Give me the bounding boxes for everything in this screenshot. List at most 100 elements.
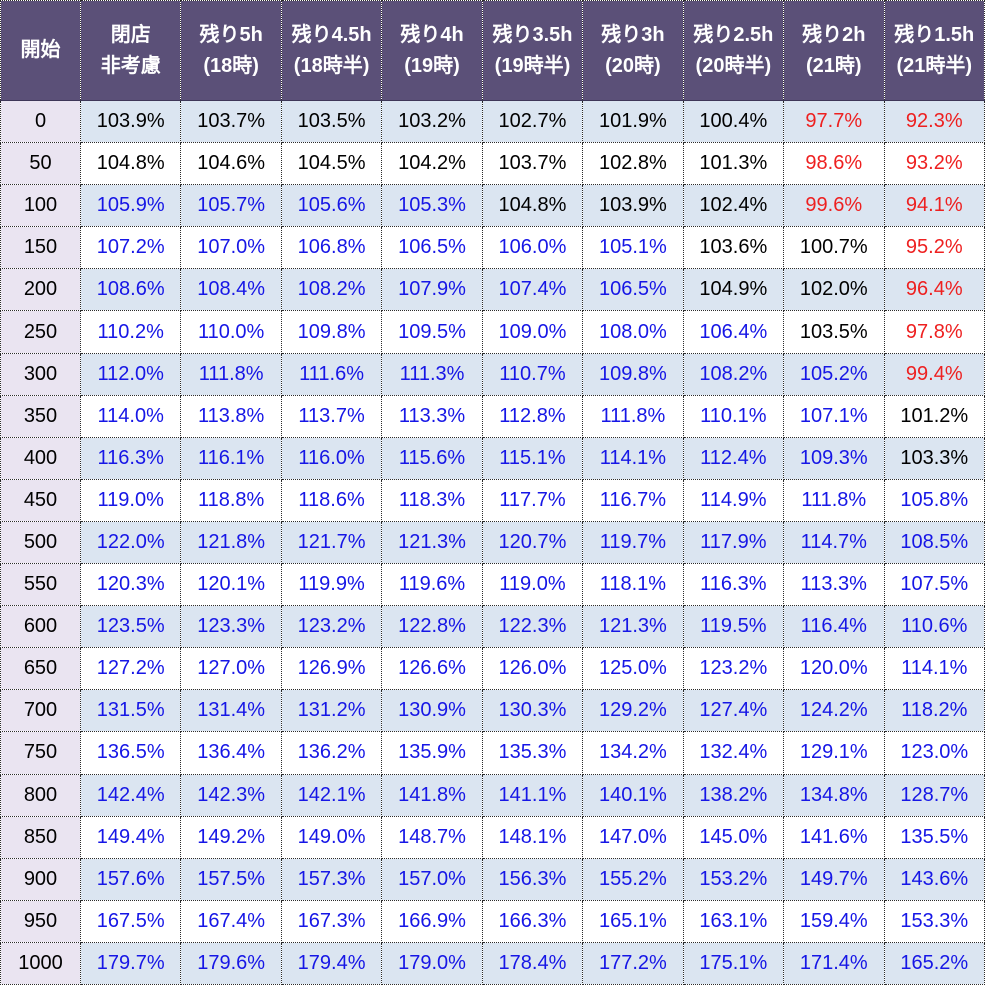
value-cell[interactable]: 123.3%	[180, 605, 282, 649]
value-cell[interactable]: 108.6%	[79, 268, 182, 312]
value-cell[interactable]: 108.2%	[280, 268, 383, 312]
value-cell[interactable]: 120.1%	[180, 563, 282, 607]
value-cell[interactable]: 102.7%	[481, 99, 584, 144]
start-cell[interactable]: 450	[0, 478, 81, 522]
value-cell[interactable]: 127.4%	[682, 689, 785, 733]
value-cell[interactable]: 106.8%	[280, 226, 383, 270]
value-cell[interactable]: 116.1%	[180, 436, 282, 480]
value-cell[interactable]: 135.5%	[883, 815, 985, 859]
value-cell[interactable]: 140.1%	[582, 773, 684, 817]
value-cell[interactable]: 127.0%	[180, 647, 282, 691]
value-cell[interactable]: 106.5%	[582, 268, 684, 312]
header-cell-0[interactable]: 閉店 非考慮	[79, 0, 182, 101]
value-cell[interactable]: 111.6%	[280, 352, 383, 396]
value-cell[interactable]: 111.3%	[381, 352, 483, 396]
start-cell[interactable]: 50	[0, 142, 81, 186]
value-cell[interactable]: 149.4%	[79, 815, 182, 859]
value-cell[interactable]: 119.7%	[582, 520, 684, 565]
value-cell[interactable]: 134.8%	[783, 773, 885, 817]
value-cell[interactable]: 102.4%	[682, 184, 785, 228]
value-cell[interactable]: 165.2%	[883, 941, 985, 985]
value-cell[interactable]: 116.7%	[582, 478, 684, 522]
value-cell[interactable]: 104.8%	[481, 184, 584, 228]
value-cell[interactable]: 114.0%	[79, 394, 182, 438]
value-cell[interactable]: 100.4%	[682, 99, 785, 144]
value-cell[interactable]: 103.5%	[783, 310, 885, 354]
value-cell[interactable]: 124.2%	[783, 689, 885, 733]
value-cell[interactable]: 153.3%	[883, 899, 985, 943]
value-cell[interactable]: 109.5%	[381, 310, 483, 354]
header-cell-1[interactable]: 残り5h (18時)	[180, 0, 282, 101]
value-cell[interactable]: 123.2%	[280, 605, 383, 649]
value-cell[interactable]: 166.9%	[381, 899, 483, 943]
value-cell[interactable]: 128.7%	[883, 773, 985, 817]
header-cell-4[interactable]: 残り3.5h (19時半)	[481, 0, 584, 101]
value-cell[interactable]: 97.8%	[883, 310, 985, 354]
value-cell[interactable]: 106.5%	[381, 226, 483, 270]
value-cell[interactable]: 145.0%	[682, 815, 785, 859]
start-cell[interactable]: 800	[0, 773, 81, 817]
value-cell[interactable]: 120.7%	[481, 520, 584, 565]
value-cell[interactable]: 102.8%	[582, 142, 684, 186]
value-cell[interactable]: 131.4%	[180, 689, 282, 733]
value-cell[interactable]: 126.0%	[481, 647, 584, 691]
value-cell[interactable]: 149.0%	[280, 815, 383, 859]
value-cell[interactable]: 107.9%	[381, 268, 483, 312]
value-cell[interactable]: 121.3%	[582, 605, 684, 649]
value-cell[interactable]: 167.5%	[79, 899, 182, 943]
start-cell[interactable]: 0	[0, 99, 81, 144]
value-cell[interactable]: 119.0%	[79, 478, 182, 522]
value-cell[interactable]: 123.0%	[883, 731, 985, 775]
value-cell[interactable]: 105.2%	[783, 352, 885, 396]
value-cell[interactable]: 114.1%	[883, 647, 985, 691]
start-cell[interactable]: 500	[0, 520, 81, 565]
value-cell[interactable]: 119.0%	[481, 563, 584, 607]
value-cell[interactable]: 107.0%	[180, 226, 282, 270]
value-cell[interactable]: 179.0%	[381, 941, 483, 985]
value-cell[interactable]: 142.3%	[180, 773, 282, 817]
value-cell[interactable]: 167.3%	[280, 899, 383, 943]
value-cell[interactable]: 110.0%	[180, 310, 282, 354]
start-cell[interactable]: 650	[0, 647, 81, 691]
value-cell[interactable]: 110.7%	[481, 352, 584, 396]
value-cell[interactable]: 142.1%	[280, 773, 383, 817]
start-cell[interactable]: 250	[0, 310, 81, 354]
value-cell[interactable]: 163.1%	[682, 899, 785, 943]
value-cell[interactable]: 108.0%	[582, 310, 684, 354]
start-cell[interactable]: 1000	[0, 941, 81, 985]
start-cell[interactable]: 850	[0, 815, 81, 859]
value-cell[interactable]: 130.9%	[381, 689, 483, 733]
value-cell[interactable]: 96.4%	[883, 268, 985, 312]
value-cell[interactable]: 114.1%	[582, 436, 684, 480]
value-cell[interactable]: 157.3%	[280, 857, 383, 901]
value-cell[interactable]: 118.1%	[582, 563, 684, 607]
value-cell[interactable]: 123.2%	[682, 647, 785, 691]
value-cell[interactable]: 104.9%	[682, 268, 785, 312]
value-cell[interactable]: 112.4%	[682, 436, 785, 480]
value-cell[interactable]: 148.7%	[381, 815, 483, 859]
value-cell[interactable]: 153.2%	[682, 857, 785, 901]
value-cell[interactable]: 114.7%	[783, 520, 885, 565]
value-cell[interactable]: 148.1%	[481, 815, 584, 859]
value-cell[interactable]: 99.6%	[783, 184, 885, 228]
value-cell[interactable]: 113.3%	[783, 563, 885, 607]
header-cell-6[interactable]: 残り2.5h (20時半)	[682, 0, 785, 101]
value-cell[interactable]: 129.2%	[582, 689, 684, 733]
value-cell[interactable]: 156.3%	[481, 857, 584, 901]
value-cell[interactable]: 106.0%	[481, 226, 584, 270]
value-cell[interactable]: 125.0%	[582, 647, 684, 691]
value-cell[interactable]: 111.8%	[180, 352, 282, 396]
value-cell[interactable]: 135.9%	[381, 731, 483, 775]
value-cell[interactable]: 111.8%	[783, 478, 885, 522]
value-cell[interactable]: 157.6%	[79, 857, 182, 901]
value-cell[interactable]: 179.7%	[79, 941, 182, 985]
value-cell[interactable]: 179.4%	[280, 941, 383, 985]
value-cell[interactable]: 157.0%	[381, 857, 483, 901]
start-cell[interactable]: 700	[0, 689, 81, 733]
value-cell[interactable]: 116.3%	[79, 436, 182, 480]
value-cell[interactable]: 104.2%	[381, 142, 483, 186]
value-cell[interactable]: 108.5%	[883, 520, 985, 565]
value-cell[interactable]: 175.1%	[682, 941, 785, 985]
start-cell[interactable]: 300	[0, 352, 81, 396]
value-cell[interactable]: 103.5%	[280, 99, 383, 144]
